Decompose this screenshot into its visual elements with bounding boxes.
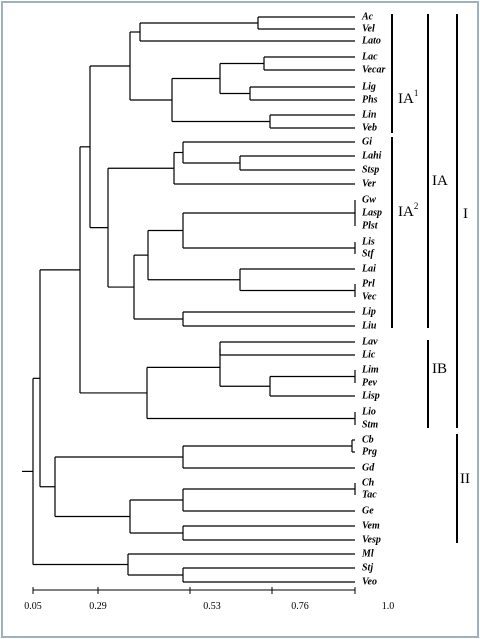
leaf-label: Pev	[362, 377, 378, 388]
leaf-label: Stf	[362, 248, 375, 259]
leaf-label: Lahi	[361, 150, 382, 161]
leaf-label: Stj	[362, 562, 373, 573]
leaf-label: Vecar	[362, 64, 385, 75]
group-name: II	[460, 471, 470, 487]
leaf-label: Vesp	[362, 534, 381, 545]
leaf-label: Ver	[362, 178, 376, 189]
group-label: IA1	[398, 88, 418, 107]
leaf-label: Lis	[361, 236, 375, 247]
leaf-label: Lac	[361, 51, 378, 62]
axis-tick-label: 0.76	[291, 601, 309, 612]
leaf-label: Tac	[362, 489, 377, 500]
leaf-label: Lai	[361, 263, 376, 274]
leaf-label: Veb	[362, 122, 377, 133]
group-label: IA	[432, 173, 448, 189]
leaf-label: Gd	[362, 462, 375, 473]
axis-tick-label: 1.0	[382, 601, 395, 612]
leaf-label: Prl	[362, 278, 375, 289]
leaf-label: Lato	[361, 35, 381, 46]
leaf-label: Lim	[361, 364, 379, 375]
axis-tick-label: 0.53	[203, 601, 221, 612]
group-name: IA	[398, 91, 414, 107]
axis-tick-label: 0.05	[24, 601, 42, 612]
leaf-label: Stsp	[362, 164, 379, 175]
leaf-label: Lav	[361, 336, 378, 347]
group-label: II	[460, 471, 470, 487]
group-sup: 1	[414, 88, 419, 98]
leaf-label: Ml	[361, 548, 374, 559]
leaf-label: Lin	[361, 109, 377, 120]
leaf-label: Plst	[362, 220, 379, 231]
group-label: I	[463, 206, 468, 222]
leaf-label: Prg	[362, 446, 377, 457]
group-name: IA	[432, 173, 448, 189]
leaf-label: Ac	[361, 11, 374, 22]
axis-tick-label: 0.29	[89, 601, 107, 612]
leaf-label: Lig	[361, 81, 376, 92]
group-name: IB	[432, 361, 447, 377]
leaf-label: Phs	[362, 94, 378, 105]
leaf-label: Lic	[361, 349, 376, 360]
leaf-label: Veo	[362, 576, 377, 587]
leaf-label: Lio	[361, 406, 376, 417]
leaf-label: Gw	[362, 194, 376, 205]
leaf-label: Gi	[362, 136, 372, 147]
leaf-label: Vem	[362, 520, 380, 531]
leaf-label: Vec	[362, 291, 377, 302]
leaf-label: Ch	[362, 477, 375, 488]
leaf-label: Cb	[362, 434, 374, 445]
leaf-label: Stm	[362, 419, 378, 430]
group-label: IA2	[398, 201, 418, 220]
leaf-label: Lisp	[361, 390, 380, 401]
leaf-label: Liu	[361, 320, 377, 331]
group-name: I	[463, 206, 468, 222]
group-sup: 2	[414, 201, 419, 211]
leaf-label: Ge	[362, 505, 374, 516]
group-label: IB	[432, 361, 447, 377]
group-name: IA	[398, 204, 414, 220]
leaf-label: Vel	[362, 23, 375, 34]
leaf-label: Lip	[361, 306, 376, 317]
leaf-label: Lasp	[361, 207, 382, 218]
